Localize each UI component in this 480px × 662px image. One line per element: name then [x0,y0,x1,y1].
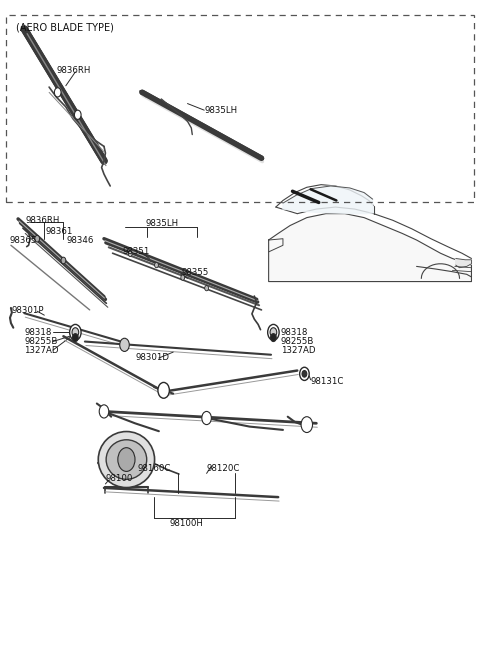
Text: 98351: 98351 [122,248,149,256]
Text: 98346: 98346 [66,236,94,244]
Circle shape [72,328,79,337]
Circle shape [202,411,211,424]
Circle shape [204,285,208,291]
Circle shape [181,275,185,280]
Circle shape [155,262,158,267]
Text: (AERO BLADE TYPE): (AERO BLADE TYPE) [16,23,114,32]
Circle shape [271,334,276,342]
Circle shape [35,236,39,242]
Polygon shape [269,214,471,281]
Polygon shape [456,258,471,267]
Circle shape [61,257,66,263]
Circle shape [128,252,132,256]
Circle shape [268,324,279,340]
Text: 98318: 98318 [24,328,52,337]
Text: 98255B: 98255B [24,337,58,346]
Circle shape [70,324,81,340]
Ellipse shape [106,440,147,479]
Text: 98131C: 98131C [311,377,344,385]
Text: 98301P: 98301P [12,306,44,315]
Circle shape [72,334,78,342]
Text: 9836RH: 9836RH [56,66,91,75]
Ellipse shape [98,432,155,488]
Text: 9835LH: 9835LH [204,106,237,115]
Text: 1327AD: 1327AD [24,346,59,355]
Text: 9835LH: 9835LH [146,219,179,228]
Polygon shape [283,186,373,214]
Circle shape [300,367,309,381]
Circle shape [158,383,169,399]
Circle shape [302,371,307,377]
Text: 98361: 98361 [45,227,72,236]
Circle shape [74,110,81,119]
Circle shape [301,416,312,432]
Text: 98355: 98355 [182,268,209,277]
Text: 98365: 98365 [10,236,37,244]
Text: 98318: 98318 [281,328,308,337]
Circle shape [118,448,135,471]
Text: 9836RH: 9836RH [25,216,60,225]
Circle shape [270,328,277,337]
Circle shape [54,88,61,97]
Text: 98100: 98100 [106,474,133,483]
Circle shape [99,405,109,418]
Text: 98255B: 98255B [281,337,314,346]
Text: 98160C: 98160C [137,463,171,473]
Text: 98301D: 98301D [135,353,169,362]
Text: 98100H: 98100H [169,519,203,528]
Text: 98120C: 98120C [206,463,240,473]
Circle shape [120,338,129,352]
Text: 1327AD: 1327AD [281,346,315,355]
